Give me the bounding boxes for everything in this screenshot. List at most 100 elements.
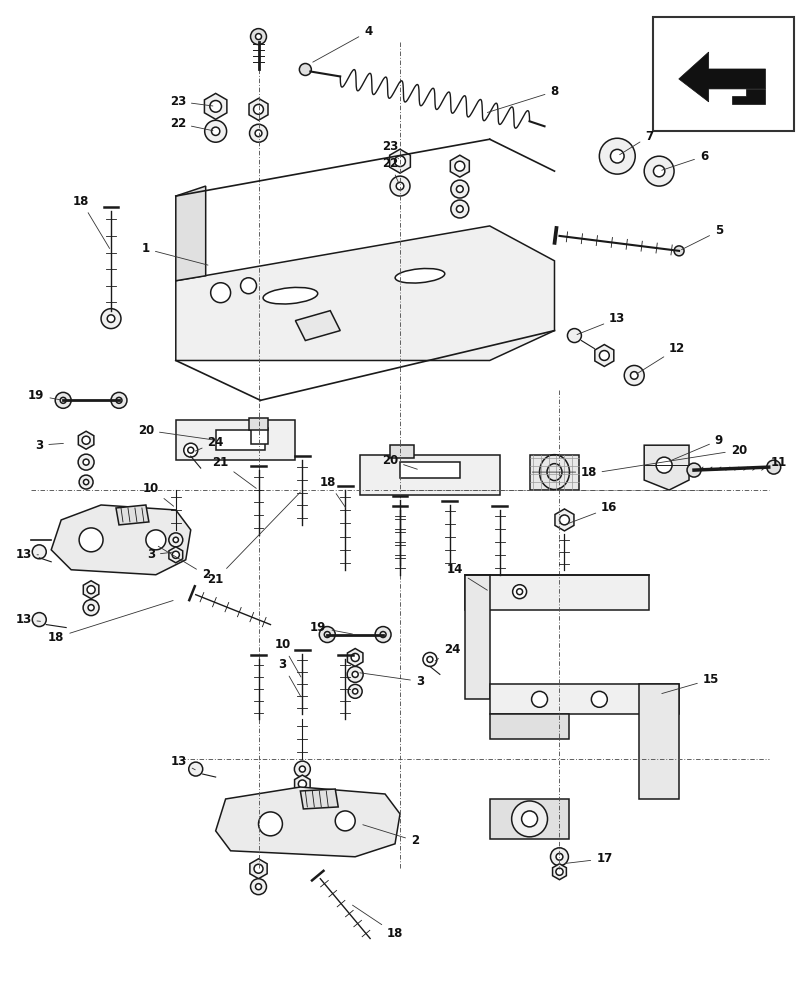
Polygon shape bbox=[216, 430, 265, 450]
Circle shape bbox=[423, 652, 436, 666]
Polygon shape bbox=[643, 445, 689, 490]
Text: 18: 18 bbox=[532, 466, 597, 479]
Polygon shape bbox=[594, 345, 613, 366]
Circle shape bbox=[450, 180, 468, 198]
Circle shape bbox=[209, 101, 221, 112]
Circle shape bbox=[146, 530, 165, 550]
Circle shape bbox=[111, 392, 127, 408]
Polygon shape bbox=[51, 505, 191, 575]
Circle shape bbox=[294, 761, 310, 777]
Circle shape bbox=[686, 463, 700, 477]
Circle shape bbox=[299, 766, 305, 772]
Circle shape bbox=[79, 475, 93, 489]
Circle shape bbox=[78, 454, 94, 470]
Circle shape bbox=[375, 627, 391, 643]
Text: 24: 24 bbox=[435, 643, 460, 661]
Circle shape bbox=[83, 600, 99, 616]
Circle shape bbox=[335, 811, 354, 831]
Polygon shape bbox=[216, 787, 400, 857]
Text: 22: 22 bbox=[381, 157, 398, 184]
Text: 7: 7 bbox=[619, 130, 652, 155]
Polygon shape bbox=[84, 581, 99, 599]
Text: 3: 3 bbox=[278, 658, 301, 697]
Text: 8: 8 bbox=[487, 85, 558, 112]
Polygon shape bbox=[250, 859, 267, 879]
Text: 13: 13 bbox=[15, 548, 38, 561]
Circle shape bbox=[766, 460, 779, 474]
Circle shape bbox=[83, 459, 89, 465]
Text: 20: 20 bbox=[601, 444, 746, 472]
Circle shape bbox=[624, 365, 643, 385]
Circle shape bbox=[255, 34, 261, 40]
Text: 18: 18 bbox=[352, 905, 403, 940]
Polygon shape bbox=[464, 575, 489, 699]
Circle shape bbox=[389, 176, 410, 196]
Circle shape bbox=[240, 278, 256, 294]
Circle shape bbox=[456, 186, 462, 192]
Circle shape bbox=[590, 691, 607, 707]
Circle shape bbox=[347, 666, 363, 682]
Circle shape bbox=[169, 533, 182, 547]
Circle shape bbox=[655, 457, 672, 473]
Circle shape bbox=[610, 149, 624, 163]
Circle shape bbox=[172, 551, 179, 558]
Circle shape bbox=[556, 853, 562, 860]
Polygon shape bbox=[169, 547, 182, 563]
Text: 2: 2 bbox=[363, 825, 418, 847]
Text: 20: 20 bbox=[138, 424, 212, 440]
Text: 2: 2 bbox=[158, 546, 209, 581]
Circle shape bbox=[599, 351, 608, 360]
Text: 4: 4 bbox=[312, 25, 371, 62]
Polygon shape bbox=[175, 186, 205, 281]
Text: 3: 3 bbox=[359, 673, 423, 688]
Circle shape bbox=[55, 392, 71, 408]
Circle shape bbox=[550, 848, 568, 866]
Circle shape bbox=[107, 315, 114, 322]
Text: 23: 23 bbox=[169, 95, 212, 108]
Circle shape bbox=[298, 780, 306, 788]
Text: 3: 3 bbox=[147, 548, 173, 561]
Text: 16: 16 bbox=[566, 501, 616, 524]
Polygon shape bbox=[489, 714, 569, 739]
Text: 20: 20 bbox=[381, 454, 417, 469]
Circle shape bbox=[211, 127, 220, 135]
Polygon shape bbox=[204, 93, 226, 119]
Polygon shape bbox=[248, 418, 268, 430]
Polygon shape bbox=[400, 462, 459, 478]
Polygon shape bbox=[529, 455, 579, 490]
Text: 18: 18 bbox=[73, 195, 109, 248]
Polygon shape bbox=[554, 509, 573, 531]
Polygon shape bbox=[464, 575, 648, 610]
Circle shape bbox=[101, 309, 121, 329]
Polygon shape bbox=[116, 505, 148, 525]
Polygon shape bbox=[489, 684, 678, 714]
Circle shape bbox=[512, 585, 526, 599]
Circle shape bbox=[348, 684, 362, 698]
Circle shape bbox=[559, 515, 569, 525]
Text: 14: 14 bbox=[446, 563, 487, 590]
Circle shape bbox=[88, 605, 94, 611]
Polygon shape bbox=[731, 89, 765, 104]
Text: 23: 23 bbox=[381, 140, 398, 159]
Circle shape bbox=[251, 29, 266, 45]
Text: 1: 1 bbox=[142, 242, 208, 265]
Circle shape bbox=[253, 104, 263, 114]
Circle shape bbox=[319, 627, 335, 643]
Polygon shape bbox=[249, 98, 268, 120]
Polygon shape bbox=[552, 864, 566, 880]
Circle shape bbox=[32, 613, 46, 627]
Circle shape bbox=[396, 182, 403, 190]
Text: 10: 10 bbox=[143, 482, 174, 506]
Text: 21: 21 bbox=[212, 456, 256, 488]
Circle shape bbox=[84, 479, 88, 485]
Polygon shape bbox=[251, 428, 268, 444]
Circle shape bbox=[567, 329, 581, 343]
Circle shape bbox=[350, 653, 358, 661]
Text: 13: 13 bbox=[577, 312, 624, 335]
Polygon shape bbox=[294, 775, 310, 793]
Text: 22: 22 bbox=[169, 117, 212, 131]
Circle shape bbox=[531, 691, 547, 707]
Circle shape bbox=[173, 537, 178, 543]
Circle shape bbox=[255, 884, 261, 890]
Text: 21: 21 bbox=[208, 492, 300, 586]
